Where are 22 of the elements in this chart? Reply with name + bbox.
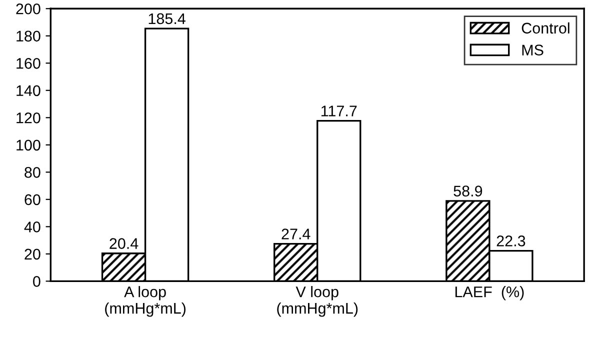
y-tick-label: 120 xyxy=(16,112,40,124)
legend-label: Control xyxy=(522,22,570,34)
y-tick-label: 60 xyxy=(24,194,40,206)
data-label: 117.7 xyxy=(321,106,357,116)
y-tick-label: 100 xyxy=(16,140,40,151)
y-tick-label: 20 xyxy=(24,248,40,260)
y-tick-label: 140 xyxy=(16,85,40,96)
x-tick-label: V loop (mmHg*mL) xyxy=(277,286,358,317)
y-tick-label: 40 xyxy=(24,222,40,232)
data-label: 22.3 xyxy=(496,236,526,246)
data-label: 185.4 xyxy=(148,13,186,24)
x-tick-label: LAEF (%) xyxy=(455,286,524,300)
data-label: 58.9 xyxy=(454,186,482,196)
legend-label: MS xyxy=(522,44,544,56)
y-tick-label: 200 xyxy=(16,3,40,14)
y-tick-label: 180 xyxy=(16,30,40,42)
y-tick-label: 0 xyxy=(33,276,40,287)
data-label: 20.4 xyxy=(110,238,138,249)
data-label: 27.4 xyxy=(282,228,310,240)
x-tick-label: A loop (mmHg*mL) xyxy=(105,286,186,317)
y-tick-label: 160 xyxy=(16,58,40,69)
y-tick-label: 80 xyxy=(24,167,40,178)
